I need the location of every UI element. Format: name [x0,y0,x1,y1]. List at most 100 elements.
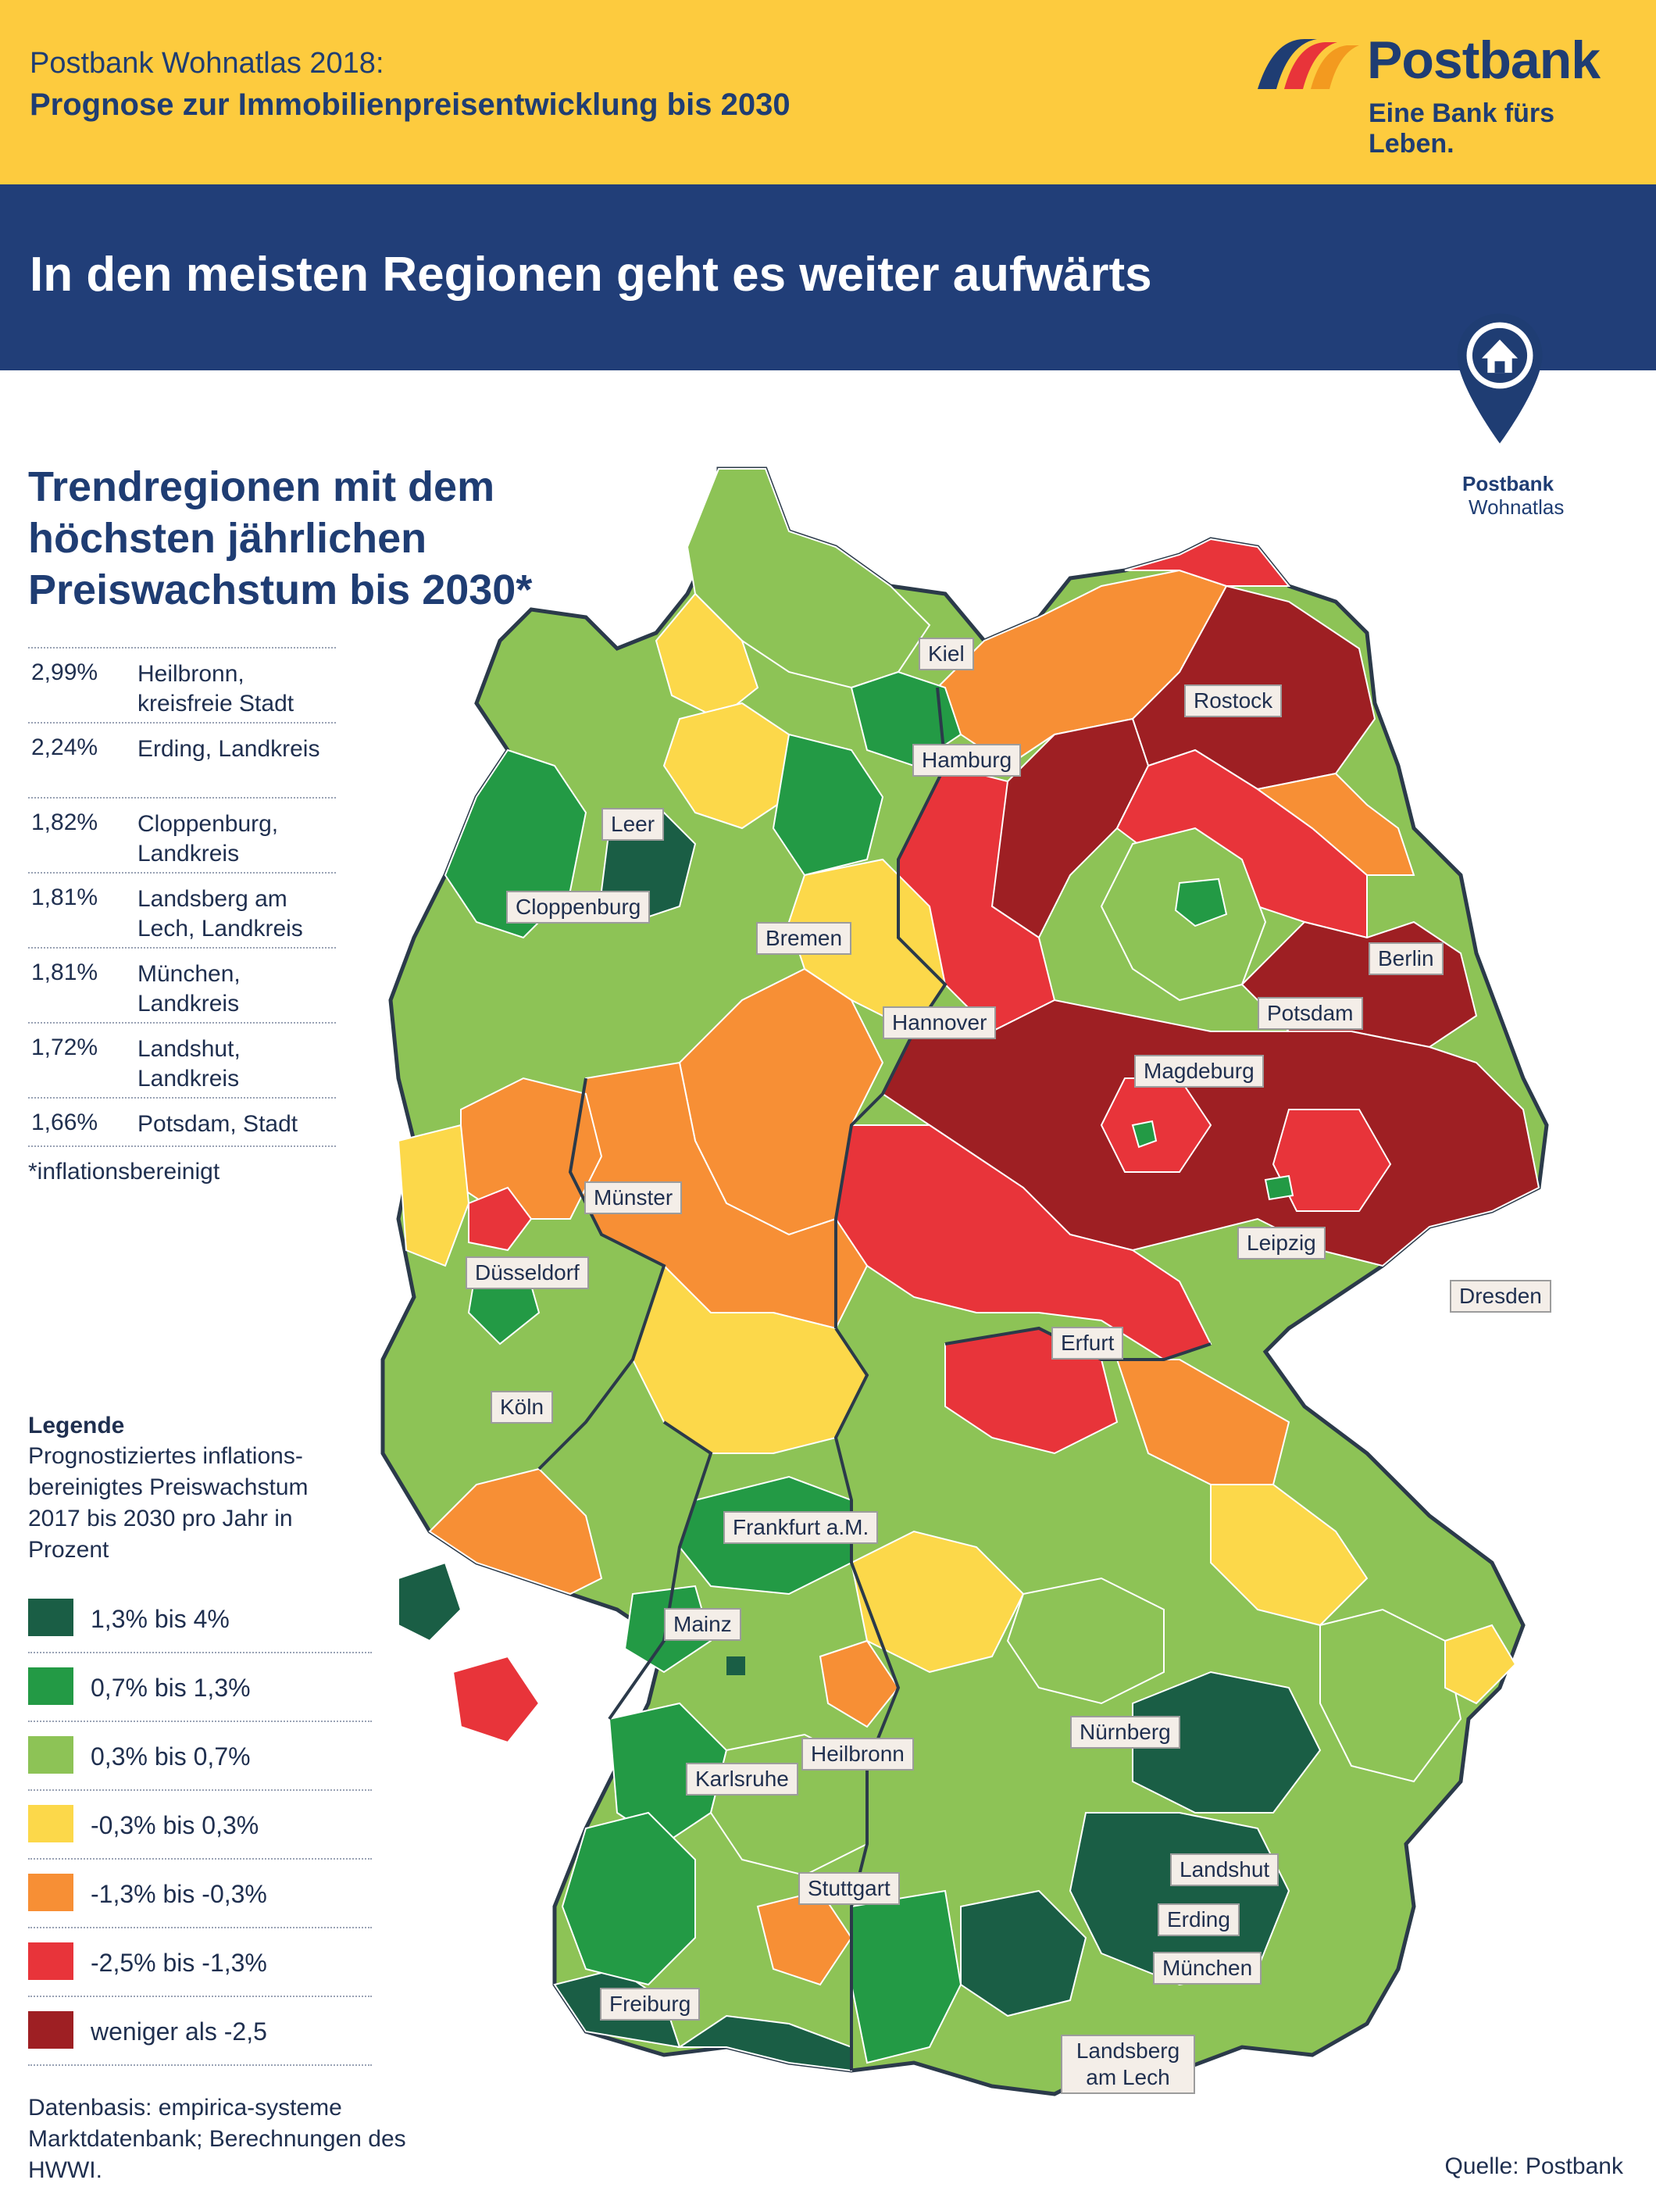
region-upper-palatinate-yellow [1210,1484,1369,1627]
header-title-line1: Postbank Wohnatlas 2018: [30,47,384,80]
city-label-stuttgart: Stuttgart [798,1872,900,1905]
ranking-region: Landshut, Landkreis [137,1036,241,1092]
city-label-cloppenburg: Cloppenburg [506,891,651,924]
footnote: *inflationsbereinigt [28,1159,220,1185]
region-trier-darkgreen [398,1561,462,1642]
region-upper-franconia-orange [1115,1359,1290,1485]
city-label-landshut: Landshut [1170,1853,1279,1886]
ranking-value: 2,99% [31,659,98,685]
region-saarland-red [451,1655,541,1744]
city-label-bremen: Bremen [756,922,852,955]
region-heilbronn-orange [819,1639,900,1728]
legend-item: 0,3% bis 0,7% [28,1722,372,1791]
region-leipzig-city-green [1131,1120,1158,1149]
city-label-potsdam: Potsdam [1258,997,1363,1030]
city-label-rostock: Rostock [1184,684,1283,717]
legend-item: weniger als -2,5 [28,1997,372,2066]
ranking-value: 1,82% [31,809,98,835]
legend-label: -0,3% bis 0,3% [91,1811,259,1839]
city-label-muenchen: München [1153,1952,1262,1985]
ranking-region: Erding, Landkreis [137,736,320,762]
legend-swatch [28,2011,73,2049]
header-title-line2: Prognose zur Immobilienpreisentwicklung … [30,88,791,122]
city-label-dresden: Dresden [1450,1280,1551,1313]
source-note: Quelle: Postbank [1444,2153,1623,2179]
region-east-brandenburg-orange [1255,772,1415,876]
city-label-duesseldorf: Düsseldorf [466,1256,589,1289]
region-nrw-west-yellow [397,1124,470,1267]
ranking-title: Trendregionen mit dem höchsten jährliche… [28,463,533,613]
city-label-frankfurt: Frankfurt a.M. [723,1511,879,1544]
region-rhineland-orange [428,1467,603,1596]
ranking-table: 2,99% Heilbronn, kreisfreie Stadt 2,24% Er… [28,647,336,1147]
brand-name: Postbank [1367,30,1601,90]
ranking-row: 2,24% Erding, Landkreis [28,722,336,797]
legend-item: 1,3% bis 4% [28,1585,372,1653]
postbank-logo: Postbank Eine Bank fürs Leben. [1250,30,1625,159]
region-landshut-darkgreen [1132,1671,1322,1814]
headline-bar: In den meisten Regionen geht es weiter a… [0,184,1656,370]
city-label-erding: Erding [1158,1903,1240,1936]
city-label-magdeburg: Magdeburg [1134,1055,1264,1088]
city-label-berlin: Berlin [1369,942,1444,975]
legend-swatch [28,1599,73,1636]
heilbronn-city-marker [726,1656,745,1675]
legend-label: -2,5% bis -1,3% [91,1949,267,1977]
legend-item: -1,3% bis -0,3% [28,1860,372,1928]
legend-label: weniger als -2,5 [91,2017,267,2046]
ranking-region: München, Landkreis [137,961,241,1017]
region-franconia-yellow [850,1530,1025,1674]
city-label-mainz: Mainz [664,1608,741,1641]
city-label-hamburg: Hamburg [912,744,1022,777]
ranking-value: 1,81% [31,959,98,985]
legend-swatch [28,1736,73,1774]
city-label-leipzig: Leipzig [1237,1227,1326,1260]
ranking-row: 1,82% Cloppenburg, Landkreis [28,797,336,872]
region-passau-yellow [1444,1624,1517,1705]
legend-label: 0,3% bis 0,7% [91,1742,251,1771]
ranking-region: Potsdam, Stadt [137,1111,298,1137]
house-pin-icon [1457,313,1543,444]
city-label-karlsruhe: Karlsruhe [686,1763,798,1796]
region-duesseldorf-red [468,1186,533,1252]
ranking-row: 1,81% München, Landkreis [28,947,336,1022]
legend-label: 1,3% bis 4% [91,1605,230,1633]
city-label-erfurt: Erfurt [1051,1327,1124,1360]
city-label-landsberg: Landsberg am Lech [1061,2035,1195,2094]
region-east-bavaria-green [1319,1608,1462,1783]
ranking-row: 1,66% Potsdam, Stadt [28,1097,336,1147]
ranking-value: 1,66% [31,1110,98,1135]
region-coast-red [1124,538,1291,587]
ranking-region: Cloppenburg, Landkreis [137,811,279,867]
legend-swatch [28,1805,73,1842]
legend-swatch [28,1942,73,1980]
legend-label: 0,7% bis 1,3% [91,1674,251,1702]
legend-swatch [28,1667,73,1705]
city-label-nuernberg: Nürnberg [1070,1716,1180,1749]
region-bw-south-green [561,1811,696,1986]
ranking-row: 1,81% Landsberg am Lech, Landkreis [28,872,336,947]
ranking-region: Landsberg am Lech, Landkreis [137,886,303,942]
region-berlin-darkgreen [1174,877,1228,927]
ranking-region: Heilbronn, kreisfreie Stadt [137,661,294,716]
badge-line1: Postbank [1462,472,1554,495]
legend-label: -1,3% bis -0,3% [91,1880,267,1908]
ranking-value: 2,24% [31,734,98,760]
region-bremen-area-yellow [662,702,790,830]
postbank-logo-icon [1258,39,1359,89]
ranking-value: 1,81% [31,884,98,910]
headline: In den meisten Regionen geht es weiter a… [30,248,1152,302]
data-basis-note: Datenbasis: empirica-systeme Marktdatenb… [28,2095,406,2183]
legend-item: -2,5% bis -1,3% [28,1928,372,1997]
region-lower-saxony-darkgreen [772,733,884,877]
city-label-kiel: Kiel [919,638,974,670]
brand-slogan: Eine Bank fürs Leben. [1369,98,1555,159]
city-label-hannover: Hannover [883,1006,997,1039]
city-label-koeln: Köln [491,1391,554,1424]
region-nuernberg-green [1006,1577,1165,1705]
city-label-heilbronn: Heilbronn [801,1738,914,1771]
ranking-value: 1,72% [31,1035,98,1060]
legend-item: -0,3% bis 0,3% [28,1791,372,1860]
city-label-freiburg: Freiburg [600,1988,701,2021]
region-dresden-red [1272,1109,1392,1212]
